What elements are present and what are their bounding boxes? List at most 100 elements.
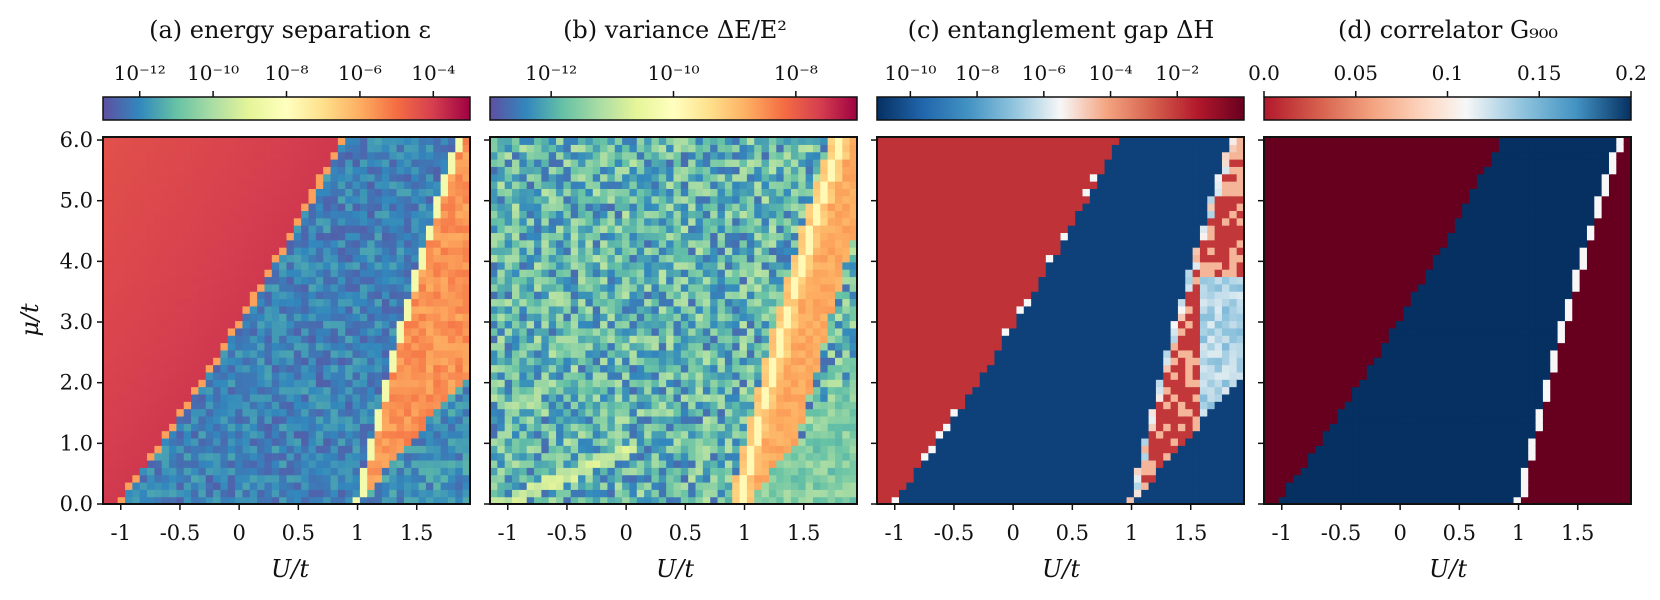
heatmap-cell xyxy=(570,357,579,366)
heatmap-cell xyxy=(301,415,310,424)
heatmap-cell xyxy=(183,496,192,505)
heatmap-cell xyxy=(710,481,719,490)
heatmap-cell xyxy=(798,408,807,417)
heatmap-cell xyxy=(673,173,682,182)
heatmap-cell xyxy=(710,364,719,373)
heatmap-cell xyxy=(710,489,719,498)
heatmap-cell xyxy=(798,379,807,388)
heatmap-cell xyxy=(352,349,361,358)
heatmap-cell xyxy=(504,137,513,145)
heatmap-cell xyxy=(103,401,111,410)
heatmap-cell xyxy=(805,269,814,278)
heatmap-cell xyxy=(519,137,528,145)
heatmap-cell xyxy=(805,181,814,189)
heatmap-cell xyxy=(754,247,763,256)
heatmap-cell xyxy=(147,408,155,417)
heatmap-cell xyxy=(176,496,185,505)
heatmap-cell xyxy=(323,291,332,300)
heatmap-cell xyxy=(614,327,623,336)
heatmap-cell xyxy=(279,195,288,204)
heatmap-cell xyxy=(139,364,148,373)
heatmap-cell xyxy=(578,379,587,388)
heatmap-cell xyxy=(374,423,383,432)
heatmap-cell xyxy=(607,357,616,366)
heatmap-cell xyxy=(798,320,807,329)
heatmap-cell xyxy=(600,261,609,270)
heatmap-cell xyxy=(695,342,704,351)
heatmap-cell xyxy=(455,386,464,395)
heatmap-cell xyxy=(834,379,843,388)
heatmap-cell xyxy=(374,452,383,461)
heatmap-cell xyxy=(161,151,170,160)
heatmap-cell xyxy=(418,496,427,505)
heatmap-cell xyxy=(323,481,332,490)
heatmap-cell xyxy=(732,474,741,483)
panel-a-xlabel: U/t xyxy=(271,555,309,583)
heatmap-cell xyxy=(614,247,623,256)
heatmap-cell xyxy=(264,225,273,234)
heatmap-cell xyxy=(337,291,346,300)
heatmap-cell xyxy=(658,276,667,285)
heatmap-cell xyxy=(411,489,420,498)
heatmap-cell xyxy=(271,386,280,395)
heatmap-cell xyxy=(455,144,464,153)
heatmap-cell xyxy=(337,195,346,204)
heatmap-cell xyxy=(783,217,792,226)
heatmap-cell xyxy=(497,474,506,483)
heatmap-cell xyxy=(497,254,506,263)
heatmap-cell xyxy=(548,349,557,358)
heatmap-cell xyxy=(739,430,748,439)
heatmap-cell xyxy=(308,305,317,314)
heatmap-cell xyxy=(235,291,244,300)
heatmap-cell xyxy=(367,225,376,234)
colorbar-tick-label: 10⁻¹⁰ xyxy=(647,61,699,85)
heatmap-cell xyxy=(330,225,339,234)
heatmap-cell xyxy=(396,247,405,256)
heatmap-cell xyxy=(798,401,807,410)
heatmap-cell xyxy=(213,203,222,211)
heatmap-cell xyxy=(820,364,829,373)
heatmap-cell xyxy=(176,423,185,432)
heatmap-cell xyxy=(161,320,170,329)
heatmap-cell xyxy=(541,430,550,439)
heatmap-cell xyxy=(827,452,836,461)
heatmap-cell xyxy=(359,188,368,197)
heatmap-cell xyxy=(754,401,763,410)
heatmap-cell xyxy=(205,247,214,256)
heatmap-cell xyxy=(658,496,667,505)
heatmap-cell xyxy=(717,151,726,160)
heatmap-cell xyxy=(658,291,667,300)
heatmap-cell xyxy=(629,144,638,153)
heatmap-cell xyxy=(512,276,520,285)
heatmap-cell xyxy=(433,159,442,167)
heatmap-cell xyxy=(293,364,302,373)
heatmap-cell xyxy=(607,313,616,322)
heatmap-cell xyxy=(132,401,141,410)
heatmap-cell xyxy=(403,291,412,300)
heatmap-cell xyxy=(548,166,557,175)
heatmap-cell xyxy=(147,144,155,153)
heatmap-cell xyxy=(308,210,317,219)
heatmap-cell xyxy=(695,276,704,285)
heatmap-cell xyxy=(381,239,390,248)
heatmap-cell xyxy=(396,181,405,189)
heatmap-cell xyxy=(389,481,398,490)
heatmap-cell xyxy=(242,247,251,256)
heatmap-cell xyxy=(556,144,564,153)
heatmap-cell xyxy=(688,401,697,410)
heatmap-cell xyxy=(205,276,214,285)
heatmap-cell xyxy=(651,386,660,395)
heatmap-cell xyxy=(680,239,689,248)
heatmap-cell xyxy=(673,327,682,336)
heatmap-cell xyxy=(264,467,273,476)
heatmap-cell xyxy=(504,445,513,454)
heatmap-cell xyxy=(308,137,317,145)
heatmap-cell xyxy=(622,459,631,468)
heatmap-cell xyxy=(497,269,506,278)
heatmap-cell xyxy=(710,437,719,446)
heatmap-cell xyxy=(497,459,506,468)
heatmap-cell xyxy=(629,371,638,380)
heatmap-cell xyxy=(147,489,155,498)
heatmap-cell xyxy=(746,283,755,292)
heatmap-cell xyxy=(286,261,295,270)
